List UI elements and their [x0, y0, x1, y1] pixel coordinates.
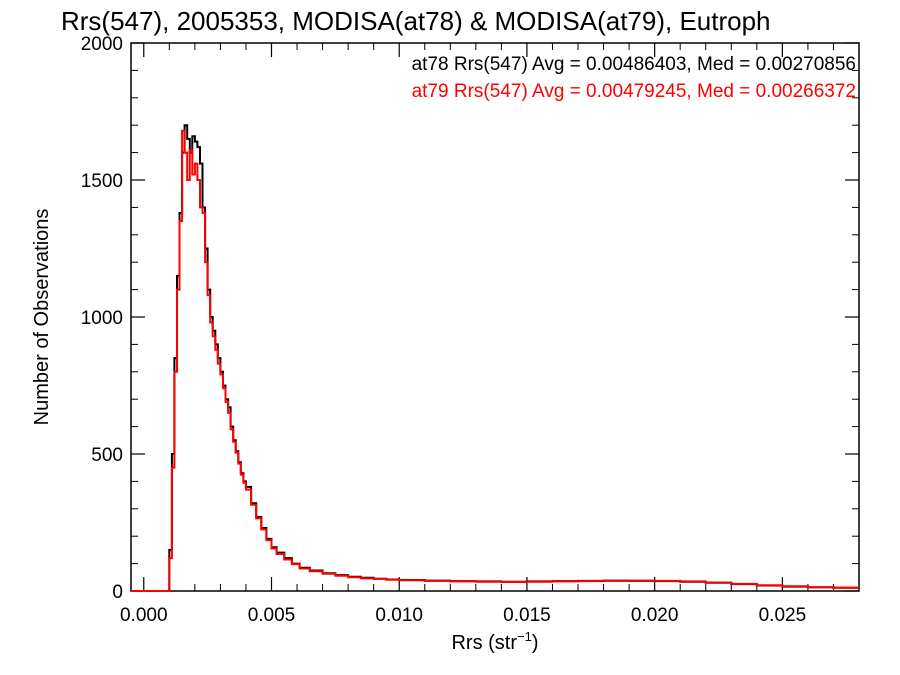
x-axis-label-close: ) [532, 632, 539, 654]
x-axis-label-exponent: −1 [517, 629, 532, 644]
stat-annotation-at78: at78 Rrs(547) Avg = 0.00486403, Med = 0.… [412, 54, 856, 75]
plot-frame [130, 42, 860, 592]
stat-annotation-at79: at79 Rrs(547) Avg = 0.00479245, Med = 0.… [412, 81, 856, 102]
x-tick-label: 0.000 [120, 605, 168, 626]
x-tick-label: 0.025 [759, 605, 807, 626]
x-axis: 0.000 0.005 0.010 0.015 0.020 0.025 [120, 43, 860, 626]
x-axis-label: Rrs (str−1) [451, 629, 538, 654]
y-axis-label: Number of Observations [31, 209, 53, 426]
y-tick-label: 2000 [81, 34, 123, 55]
series-at79-line [131, 129, 860, 592]
series-layer [131, 124, 860, 592]
x-tick-label: 0.005 [248, 605, 296, 626]
x-axis-label-main: Rrs (str [451, 632, 517, 654]
y-tick-label: 1000 [81, 308, 123, 329]
x-tick-label: 0.020 [631, 605, 679, 626]
y-tick-label: 1500 [81, 171, 123, 192]
y-tick-label: 500 [91, 445, 123, 466]
x-tick-label: 0.015 [503, 605, 551, 626]
y-axis: 0 500 1000 1500 2000 [81, 34, 859, 603]
x-tick-label: 0.010 [375, 605, 423, 626]
series-at78-line [131, 124, 860, 592]
y-tick-label: 0 [112, 582, 123, 603]
chart-title: Rrs(547), 2005353, MODISA(at78) & MODISA… [61, 6, 771, 36]
